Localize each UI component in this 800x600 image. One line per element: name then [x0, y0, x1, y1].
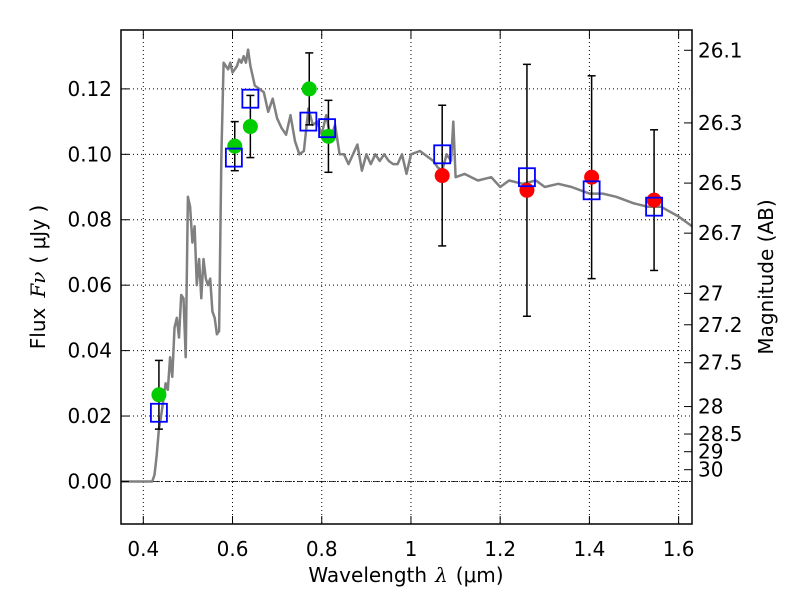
model-photometry-square: [582, 180, 601, 201]
y2-tick-label: 28: [698, 395, 723, 419]
data-point: [584, 169, 600, 185]
model-photometry-square: [518, 167, 536, 188]
model-spectrum: [121, 48, 693, 483]
y2-tick-label: 30: [698, 458, 723, 482]
model-photometry-square: [299, 111, 318, 132]
y2-tick-label: 29: [698, 440, 723, 464]
model-photometry-square: [241, 88, 260, 109]
x-tick-labels: 0.4 0.6 0.8 1 1.2 1.4 1.6: [127, 537, 694, 561]
y-tick-label: 0.00: [67, 469, 112, 493]
y-tick-label: 0.10: [67, 142, 112, 166]
model-photometry-squares: [150, 88, 663, 423]
data-point: [151, 387, 167, 403]
x-tick-label: 1.6: [663, 537, 695, 561]
y2-tick-label: 27: [698, 281, 723, 305]
data-points: [151, 81, 662, 403]
y-tick-label: 0.12: [67, 77, 112, 101]
model-photometry-square: [150, 402, 168, 423]
y2-tick-label: 27.5: [698, 351, 743, 375]
data-point: [646, 192, 662, 208]
y2-tick-label: 28.5: [698, 422, 743, 446]
model-photometry-square: [433, 144, 452, 165]
x-tick-label: 0.4: [127, 537, 159, 561]
axis-ticks: [121, 30, 692, 524]
error-bars: [154, 52, 659, 430]
x-tick-label: 1.2: [484, 537, 516, 561]
y2-tick-label: 26.7: [698, 221, 743, 245]
y-tick-labels: 0.00 0.02 0.04 0.06 0.08 0.10 0.12: [67, 77, 112, 494]
x-tick-label: 1.4: [573, 537, 605, 561]
y-tick-label: 0.06: [67, 273, 112, 297]
y2-axis-title: Magnitude (AB): [754, 199, 778, 354]
model-photometry-square: [224, 147, 243, 168]
data-point: [242, 119, 258, 135]
x-axis-title: Wavelength λ (μm): [308, 563, 503, 587]
y2-tick-label: 26.1: [698, 38, 743, 62]
y2-tick-label: 26.5: [698, 171, 743, 195]
y-axis-title: FluxFν( μJy ): [26, 205, 50, 349]
data-point: [227, 138, 243, 154]
model-photometry-square: [645, 196, 663, 217]
y2-tick-label: 26.3: [698, 111, 743, 135]
y2-tick-label: 27.2: [698, 313, 743, 337]
data-point: [434, 168, 450, 184]
x-tick-label: 0.6: [217, 537, 249, 561]
data-point: [301, 81, 317, 97]
spectrum-line: [121, 48, 693, 483]
x-tick-label: 0.8: [306, 537, 338, 561]
y-tick-label: 0.04: [67, 339, 112, 363]
x-tick-label: 1: [405, 537, 418, 561]
data-point: [519, 182, 535, 198]
plot-frame: [120, 29, 693, 525]
y-tick-label: 0.02: [67, 404, 112, 428]
model-photometry-square: [318, 118, 336, 139]
y-tick-label: 0.08: [67, 208, 112, 232]
